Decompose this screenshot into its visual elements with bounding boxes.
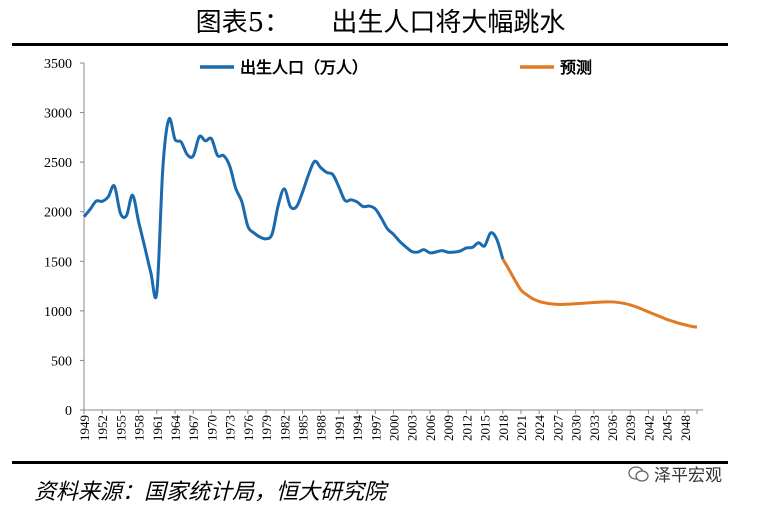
legend-label: 出生人口（万人）: [240, 58, 368, 77]
x-tick-label: 2027: [550, 415, 565, 442]
y-tick-label: 1500: [44, 255, 72, 270]
x-tick-label: 2036: [605, 415, 620, 442]
legend-label: 预测: [560, 58, 592, 77]
y-tick-label: 2000: [44, 206, 72, 221]
x-tick-label: 2018: [496, 415, 511, 441]
x-tick-label: 1994: [350, 415, 365, 442]
x-tick-label: 2015: [478, 415, 493, 441]
x-tick-label: 2009: [441, 415, 456, 441]
y-tick-label: 500: [51, 354, 72, 369]
x-tick-label: 1985: [295, 415, 310, 441]
x-tick-label: 2045: [660, 415, 675, 441]
x-tick-label: 2033: [587, 415, 602, 441]
y-tick-label: 2500: [44, 156, 72, 171]
x-tick-label: 1961: [150, 415, 165, 441]
top-rule: [12, 43, 728, 46]
x-tick-label: 2000: [387, 415, 402, 441]
x-tick-label: 1970: [204, 415, 219, 441]
bottom-rule: [12, 461, 728, 464]
x-tick-label: 1976: [241, 415, 256, 442]
x-tick-label: 2012: [459, 415, 474, 441]
x-tick-label: 1997: [368, 415, 383, 442]
x-tick-label: 2021: [514, 415, 529, 441]
y-tick-label: 3000: [44, 107, 72, 122]
x-tick-label: 1949: [77, 415, 92, 441]
x-tick-label: 2024: [532, 415, 547, 442]
x-tick-label: 1964: [168, 415, 183, 442]
x-tick-label: 2048: [678, 415, 693, 441]
forecast-series-line: [501, 258, 698, 329]
wechat-icon: [628, 465, 649, 482]
y-tick-label: 0: [65, 404, 72, 419]
births-series-line: [82, 117, 505, 300]
x-tick-label: 1988: [314, 415, 329, 441]
x-tick-label: 1973: [223, 415, 238, 441]
x-tick-label: 2042: [641, 415, 656, 441]
x-tick-label: 1982: [277, 415, 292, 441]
x-tick-label: 2003: [405, 415, 420, 441]
x-tick-label: 1955: [113, 415, 128, 441]
watermark: 泽平宏观: [628, 461, 722, 486]
x-tick-label: 2030: [569, 415, 584, 441]
x-tick-label: 1958: [132, 415, 147, 441]
x-tick-label: 1979: [259, 415, 274, 441]
source-note: 资料来源：国家统计局，恒大研究院: [34, 480, 387, 505]
watermark-text: 泽平宏观: [654, 466, 722, 486]
y-tick-label: 1000: [44, 305, 72, 320]
x-tick-label: 1967: [186, 415, 201, 442]
x-tick-label: 2006: [423, 415, 438, 442]
x-tick-label: 2039: [623, 415, 638, 441]
x-tick-label: 1991: [332, 415, 347, 441]
chart-title: 图表5： 出生人口将大幅跳水: [195, 8, 566, 38]
y-tick-label: 3500: [44, 57, 72, 72]
x-tick-label: 1952: [95, 415, 110, 441]
